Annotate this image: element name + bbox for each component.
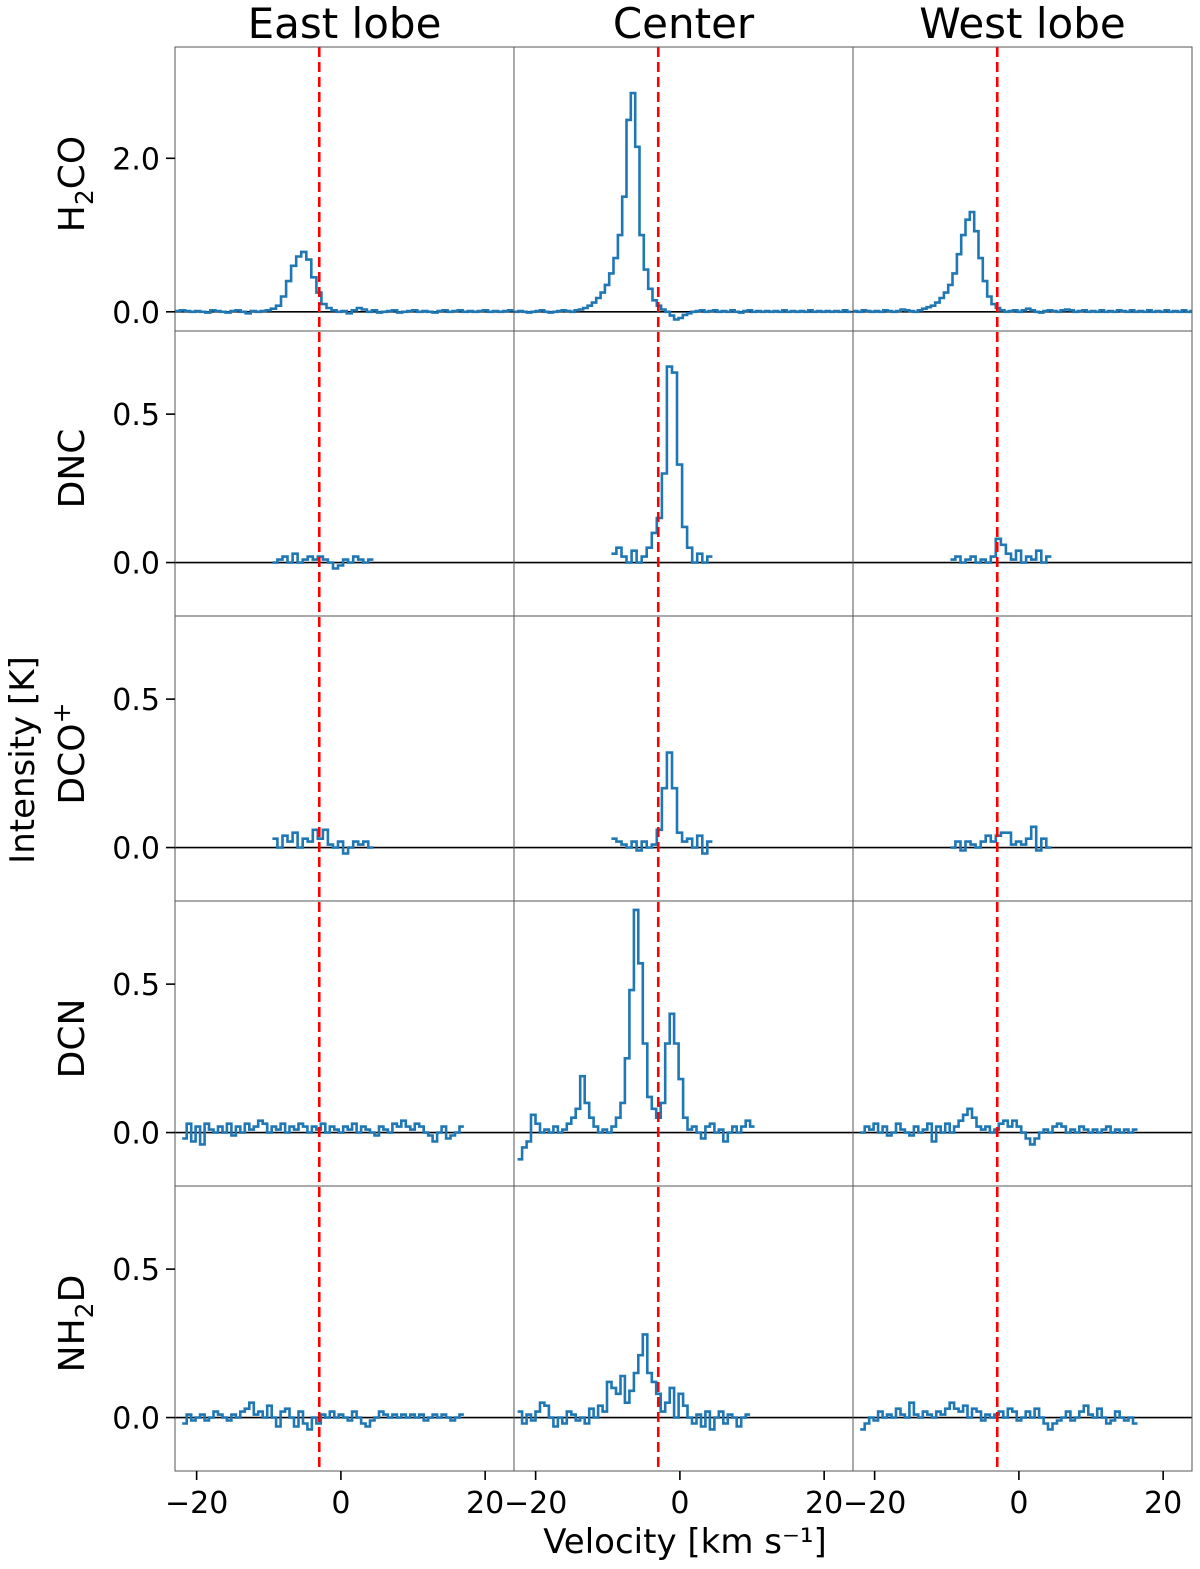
spectrum-line-dcn xyxy=(860,1107,1138,1146)
y-tick-label: 0.0 xyxy=(112,547,160,582)
panel-frame xyxy=(513,615,854,902)
spectrum-line-h2co xyxy=(514,91,852,321)
y-tick-label: 0.0 xyxy=(112,1117,160,1152)
panel-frame xyxy=(174,900,515,1187)
spectrum-group xyxy=(272,828,374,855)
spectrum-line-dnc xyxy=(611,365,713,564)
spectrum-line-dcoplus xyxy=(950,825,1052,852)
x-tick-label: 0 xyxy=(331,1486,350,1521)
panel-frame xyxy=(852,615,1193,902)
row-label-main: DCN xyxy=(52,999,93,1079)
spectrum-group xyxy=(611,751,713,855)
panel-frame xyxy=(174,46,515,332)
panel-frame xyxy=(513,1185,854,1472)
panel-frame xyxy=(852,330,1193,617)
spectrum-group xyxy=(272,552,374,570)
spectrum-group xyxy=(182,1401,464,1431)
x-tick-label: 20 xyxy=(805,1486,843,1521)
spectrum-line-h2co xyxy=(175,250,514,315)
axis-labels: Velocity [km s⁻¹] Intensity [K] xyxy=(3,656,827,1562)
panel-frame xyxy=(513,330,854,617)
column-title: Center xyxy=(613,0,755,48)
y-tick-label: 0.0 xyxy=(112,1402,160,1437)
spectrum-line-dcn xyxy=(517,908,755,1161)
row-label-rest: D xyxy=(52,1275,93,1303)
panel-frame xyxy=(852,1185,1193,1472)
spectrum-group xyxy=(860,1401,1138,1431)
spectrum-group xyxy=(514,91,852,321)
x-tick-label: 20 xyxy=(1144,1486,1182,1521)
y-tick-label: 0.5 xyxy=(112,968,160,1003)
y-tick-label: 0.5 xyxy=(112,683,160,718)
row-label-subscript: 2 xyxy=(70,1302,99,1318)
x-tick-label: −20 xyxy=(843,1486,906,1521)
spectrum-group xyxy=(860,1107,1138,1146)
panel-frame xyxy=(174,1185,515,1472)
row-label-dcoplus: DCO+ xyxy=(47,702,93,804)
spectrum-line-nh2d xyxy=(182,1401,464,1431)
row-label-dnc: DNC xyxy=(52,429,93,509)
spectrum-line-nh2d xyxy=(860,1401,1138,1431)
column-title: West lobe xyxy=(919,0,1125,48)
y-tick-label: 0.0 xyxy=(112,296,160,331)
panel-frame xyxy=(852,900,1193,1187)
spectrum-line-h2co xyxy=(853,210,1192,314)
x-tick-label: 0 xyxy=(1009,1486,1028,1521)
x-tick-label: 0 xyxy=(670,1486,689,1521)
column-titles: East lobe Center West lobe xyxy=(248,0,1126,48)
x-axis-label: Velocity [km s⁻¹] xyxy=(543,1522,827,1562)
panel-frame xyxy=(174,615,515,902)
spectrum-group xyxy=(517,908,755,1161)
x-tick-label: −20 xyxy=(165,1486,228,1521)
panel-frame xyxy=(174,330,515,617)
x-tick-label: −20 xyxy=(504,1486,567,1521)
spectrum-group xyxy=(517,1333,751,1431)
spectrum-group xyxy=(182,1119,464,1146)
row-label-superscript: + xyxy=(47,702,76,723)
row-label-subscript: 2 xyxy=(70,189,99,205)
panel-frame xyxy=(852,46,1193,332)
row-label-main: NH xyxy=(52,1318,93,1372)
column-title: East lobe xyxy=(248,0,442,48)
row-label-dcn: DCN xyxy=(52,999,93,1079)
spectrum-line-dcoplus xyxy=(272,828,374,855)
y-tick-label: 2.0 xyxy=(112,142,160,177)
panels: 0.02.00.00.50.00.50.00.50.00.5−20 0 20 −20 0… xyxy=(112,46,1193,1521)
y-tick-label: 0.0 xyxy=(112,832,160,867)
row-label-main: DNC xyxy=(52,429,93,509)
row-label-h2co: H2CO xyxy=(52,136,99,232)
panel-frame xyxy=(513,900,854,1187)
row-label-rest: CO xyxy=(52,136,93,189)
row-label-main: H xyxy=(52,205,93,232)
spectrum-group xyxy=(611,365,713,564)
spectrum-line-dcoplus xyxy=(611,751,713,855)
spectrum-line-dnc xyxy=(950,537,1052,564)
spectrum-group xyxy=(950,537,1052,564)
panel-frame xyxy=(513,46,854,332)
y-tick-label: 0.5 xyxy=(112,398,160,433)
spectrum-group xyxy=(853,210,1192,314)
x-tick-label: 20 xyxy=(466,1486,504,1521)
row-label-nh2d: NH2D xyxy=(52,1275,99,1373)
row-label-main: DCO xyxy=(52,723,93,804)
y-tick-label: 0.5 xyxy=(112,1253,160,1288)
spectrum-group xyxy=(175,250,514,315)
spectrum-line-nh2d xyxy=(517,1333,751,1431)
spectrum-line-dnc xyxy=(272,552,374,570)
spectrum-line-dcn xyxy=(182,1119,464,1146)
spectrum-group xyxy=(950,825,1052,852)
y-axis-label: Intensity [K] xyxy=(3,656,43,864)
